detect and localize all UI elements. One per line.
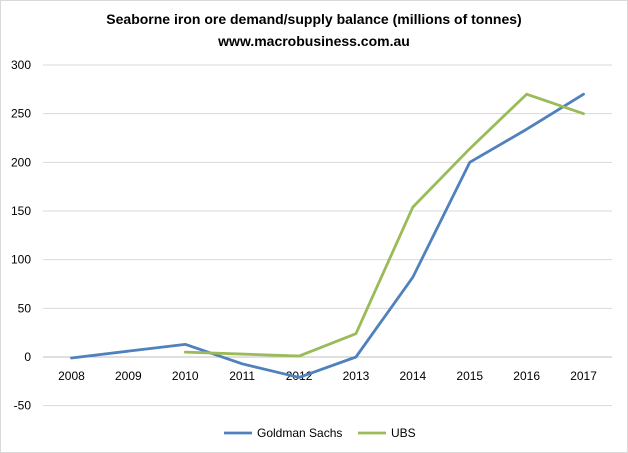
legend-label: Goldman Sachs: [257, 426, 342, 440]
x-tick-label: 2016: [513, 369, 540, 383]
x-tick-label: 2009: [115, 369, 142, 383]
y-tick-label: 150: [11, 204, 31, 218]
chart-subtitle: www.macrobusiness.com.au: [218, 33, 410, 49]
legend-label: UBS: [391, 426, 416, 440]
chart-title: Seaborne iron ore demand/supply balance …: [106, 11, 522, 27]
series-line-0: [70, 92, 585, 379]
y-tick-label: 300: [11, 58, 31, 72]
x-tick-label: 2014: [399, 369, 426, 383]
y-tick-label: 50: [18, 301, 32, 315]
y-tick-label: 250: [11, 107, 31, 121]
x-tick-label: 2013: [343, 369, 370, 383]
x-tick-label: 2010: [172, 369, 199, 383]
y-tick-label: -50: [14, 399, 32, 413]
series-line-1: [183, 92, 585, 358]
x-tick-label: 2011: [229, 369, 255, 383]
x-tick-label: 2008: [58, 369, 85, 383]
x-tick-label: 2015: [456, 369, 483, 383]
x-tick-label: 2017: [570, 369, 597, 383]
y-tick-label: 0: [24, 350, 31, 364]
y-tick-label: 200: [11, 155, 31, 169]
y-tick-label: 100: [11, 253, 31, 267]
